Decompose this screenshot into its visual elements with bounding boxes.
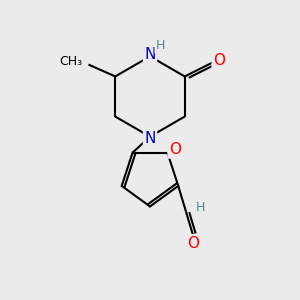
Text: N: N	[144, 130, 156, 146]
Text: H: H	[196, 201, 206, 214]
Text: H: H	[156, 40, 165, 52]
Text: N: N	[144, 47, 156, 62]
Text: O: O	[213, 52, 225, 68]
Text: O: O	[187, 236, 199, 251]
Text: CH₃: CH₃	[59, 55, 83, 68]
Text: O: O	[169, 142, 181, 157]
